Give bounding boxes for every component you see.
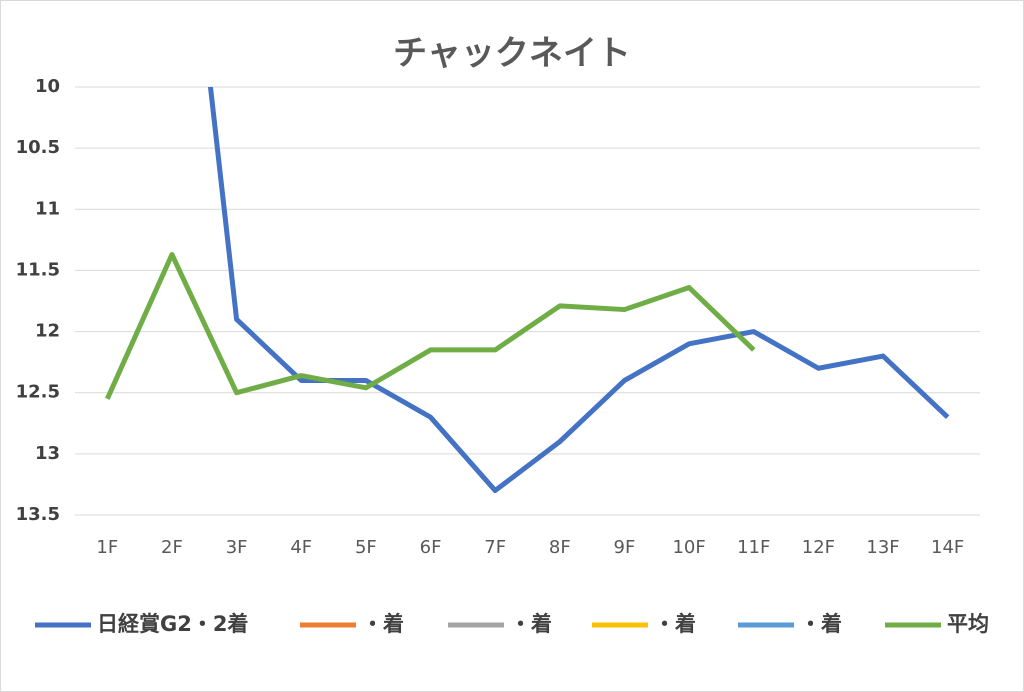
y-tick-label: 13.5: [16, 504, 60, 525]
x-tick-label: 3F: [226, 537, 248, 558]
x-tick-label: 10F: [672, 537, 705, 558]
x-tick-label: 2F: [161, 537, 183, 558]
x-tick-label: 5F: [355, 537, 377, 558]
y-tick-label: 12.5: [16, 382, 60, 403]
x-tick-label: 7F: [484, 537, 506, 558]
y-tick-label: 11: [35, 198, 60, 219]
legend-label: ・着: [654, 612, 696, 636]
y-tick-label: 11.5: [16, 259, 60, 280]
series-line: [105, 252, 756, 400]
x-tick-label: 11F: [737, 537, 770, 558]
x-tick-label: 1F: [96, 537, 118, 558]
y-tick-label: 10: [35, 76, 60, 97]
y-tick-label: 10.5: [16, 137, 60, 158]
legend-label: ・着: [800, 612, 842, 636]
x-tick-label: 9F: [614, 537, 636, 558]
x-tick-label: 6F: [420, 537, 442, 558]
legend-label: 平均: [947, 612, 989, 636]
y-tick-label: 12: [35, 321, 60, 342]
legend-label: ・着: [510, 612, 552, 636]
x-tick-label: 13F: [866, 537, 899, 558]
x-tick-label: 12F: [802, 537, 835, 558]
x-tick-label: 8F: [549, 537, 571, 558]
x-tick-label: 14F: [931, 537, 964, 558]
y-tick-label: 13: [35, 443, 60, 464]
legend-label: ・着: [362, 612, 404, 636]
series-line: [207, 87, 950, 494]
x-tick-label: 4F: [290, 537, 312, 558]
chart-title: チャックネイト: [393, 34, 631, 74]
legend-label: 日経賞G2・2着: [97, 612, 248, 636]
